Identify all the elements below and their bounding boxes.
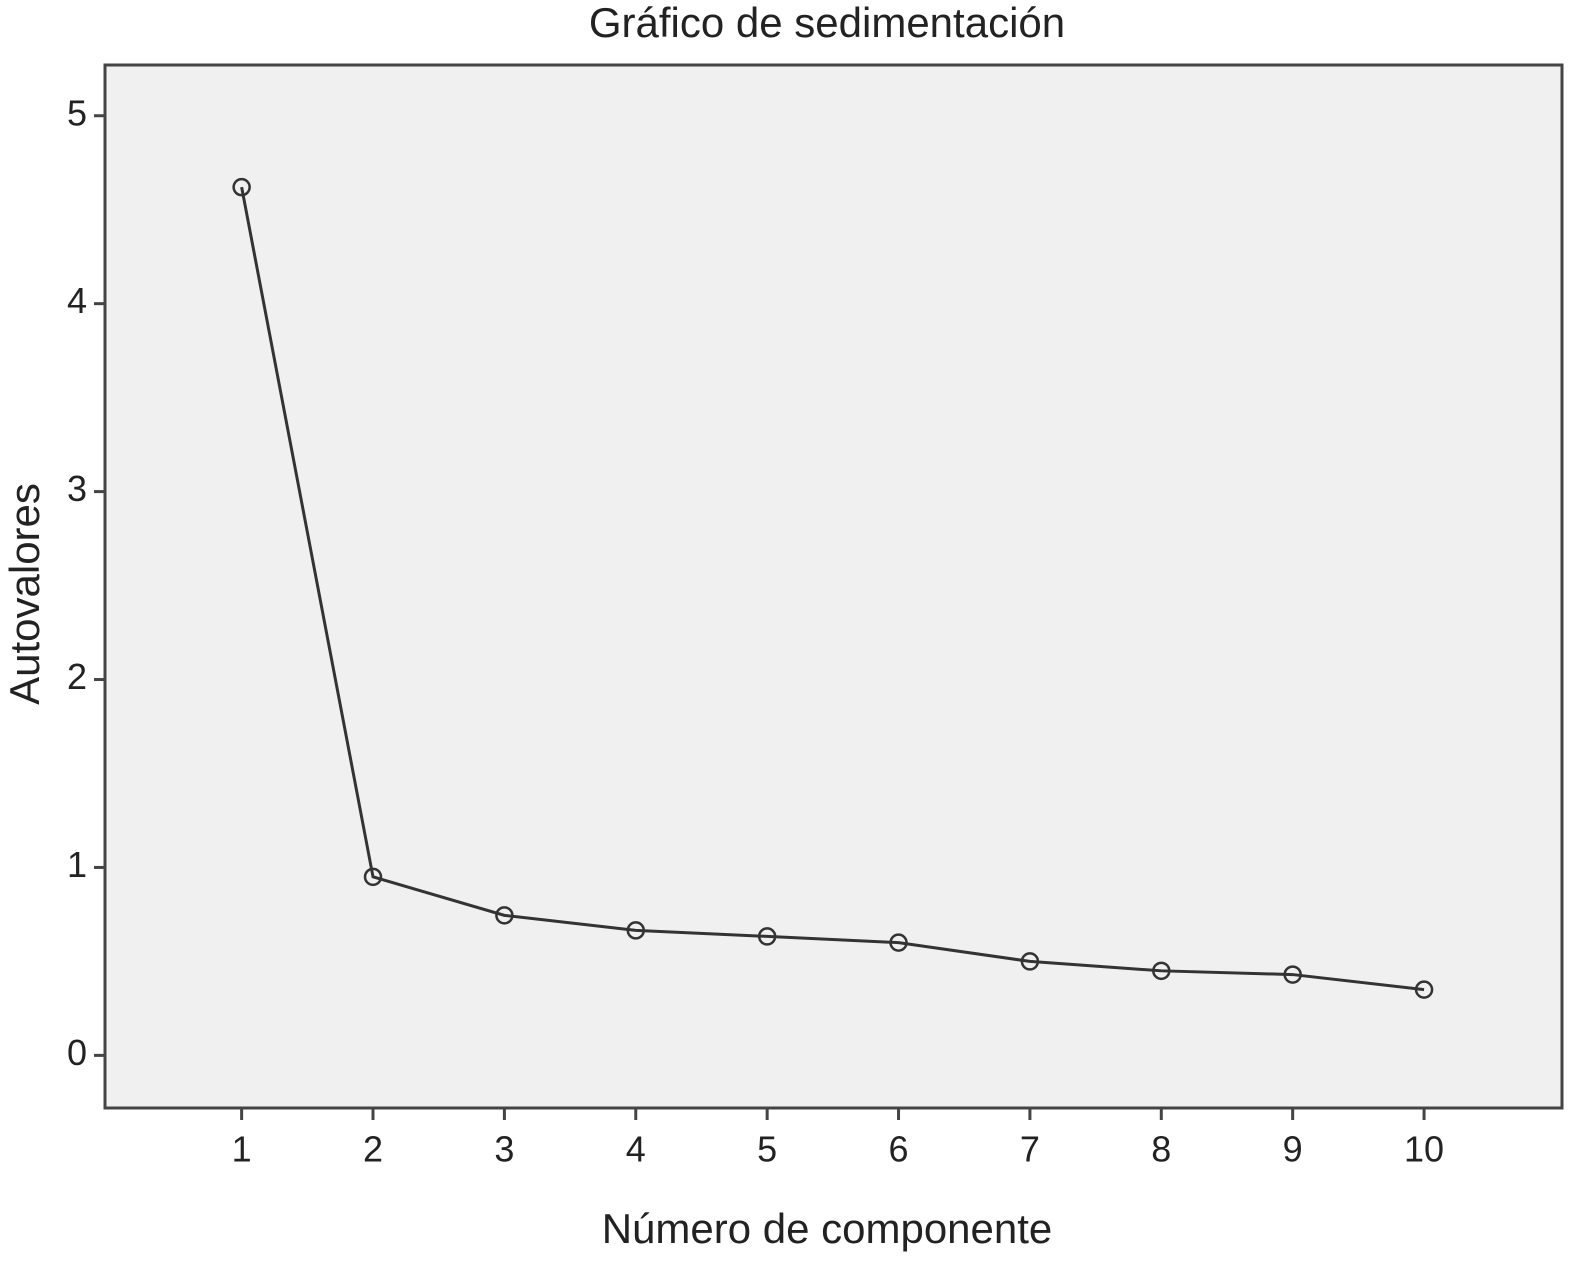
x-tick-label: 1 (232, 1129, 252, 1170)
data-point (757, 927, 777, 946)
y-tick-label: 4 (67, 280, 87, 321)
x-tick-label: 10 (1404, 1129, 1444, 1170)
x-tick-label: 2 (363, 1129, 383, 1170)
data-line (240, 186, 1425, 992)
y-tick-label: 3 (67, 468, 87, 509)
chart-title: Gráfico de sedimentación (589, 0, 1065, 46)
y-tick-label: 1 (67, 844, 87, 885)
x-axis-label: Número de componente (602, 1205, 1053, 1252)
x-tick-label: 6 (889, 1129, 909, 1170)
data-point (1414, 980, 1434, 999)
data-point (889, 933, 908, 952)
data-point (363, 867, 383, 887)
plot-area (103, 63, 1564, 1110)
y-tick-label: 0 (67, 1032, 87, 1073)
x-tick-label: 8 (1151, 1129, 1171, 1170)
x-tick-label: 3 (494, 1129, 514, 1170)
x-tick-label: 4 (626, 1129, 646, 1170)
data-point (1152, 961, 1171, 981)
data-point (626, 921, 646, 940)
x-tick-label: 7 (1020, 1129, 1040, 1170)
y-tick-label: 5 (67, 92, 87, 133)
data-point (232, 177, 251, 197)
y-tick-label: 2 (67, 656, 87, 697)
data-point (1283, 965, 1302, 984)
y-axis-label: Autovalores (1, 483, 48, 705)
x-tick-label: 9 (1283, 1129, 1303, 1170)
data-point (495, 906, 514, 925)
data-point (1020, 952, 1040, 971)
x-tick-label: 5 (757, 1129, 777, 1170)
